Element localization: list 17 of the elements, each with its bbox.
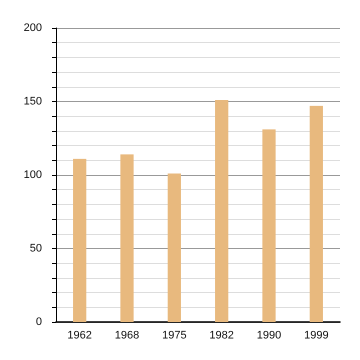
y-tick-label: 0 (36, 316, 42, 328)
y-tick-label: 50 (30, 242, 42, 254)
x-tick-label: 1968 (114, 330, 140, 342)
bar (215, 100, 228, 322)
x-tick-label: 1990 (256, 330, 282, 342)
x-tick-label: 1999 (304, 330, 329, 342)
y-tick-label: 200 (24, 22, 42, 34)
bar (120, 154, 134, 322)
y-tick-label: 150 (24, 96, 42, 108)
x-tick-label: 1962 (67, 330, 92, 342)
bar (73, 158, 86, 322)
bar (310, 106, 323, 322)
y-tick-label: 100 (24, 169, 42, 181)
bar (168, 174, 181, 322)
bar (262, 129, 276, 322)
x-tick-label: 1975 (162, 330, 187, 342)
x-tick-label: 1982 (209, 330, 234, 342)
